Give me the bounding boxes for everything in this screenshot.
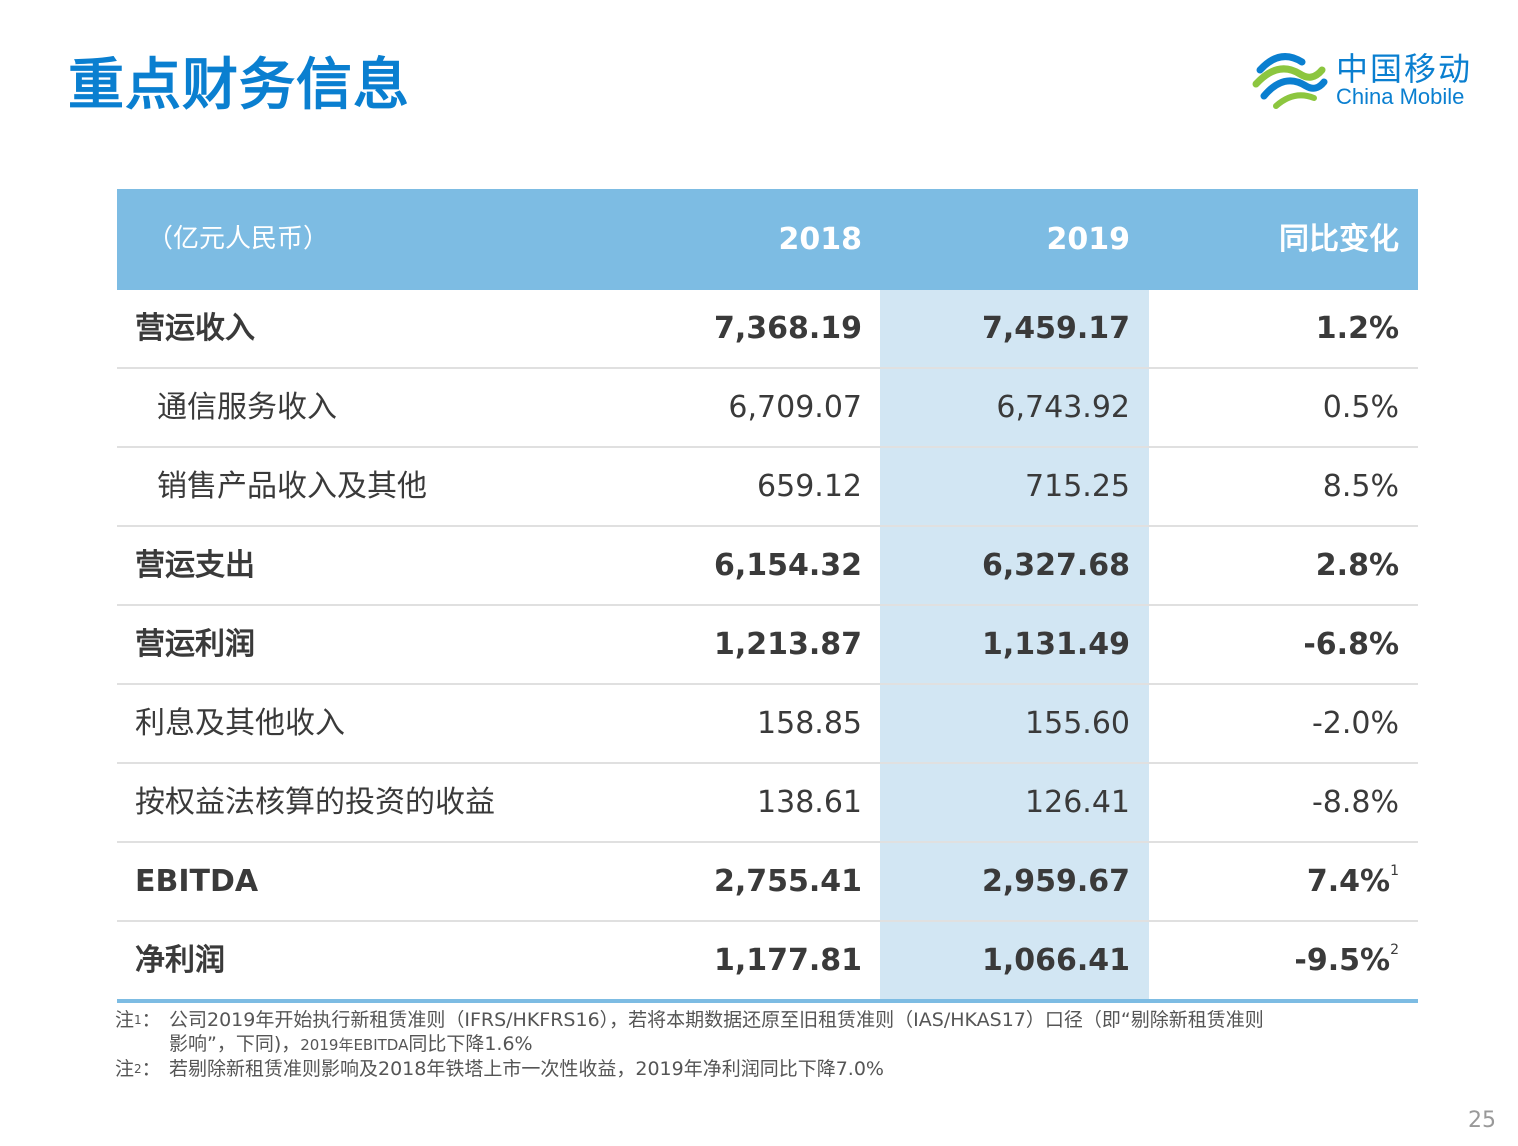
footnote-1-line1: 公司2019年开始执行新租赁准则（IFRS/HKFRS16），若将本期数据还原至… [169, 1009, 1264, 1031]
row-label: 利息及其他收入 [135, 706, 345, 741]
value-yoy: 2.8% [1315, 548, 1399, 583]
table-row: 营运利润 1,213.87 1,131.49 -6.8% [117, 606, 1418, 685]
value-2019: 1,131.49 [981, 627, 1130, 662]
table-row: 通信服务收入 6,709.07 6,743.92 0.5% [117, 369, 1418, 448]
brand-logo: 中国移动 China Mobile [1250, 40, 1490, 116]
footnote-marker: 2 [1390, 942, 1399, 958]
value-2018: 6,709.07 [728, 390, 862, 425]
row-label: 营运支出 [135, 548, 255, 583]
header-2019: 2019 [1046, 222, 1131, 257]
footnote-sup: 2 [134, 1062, 142, 1076]
value-2019: 2,959.67 [981, 864, 1130, 899]
row-label: 营运利润 [135, 627, 255, 662]
page-number: 25 [1468, 1108, 1496, 1133]
table-header: （亿元人民币） 2018 2019 同比变化 [117, 189, 1418, 290]
value-2019: 155.60 [1025, 706, 1130, 741]
footnote-2-text: 若剔除新租赁准则影响及2018年铁塔上市一次性收益，2019年净利润同比下降7.… [169, 1058, 884, 1080]
value-2018: 138.61 [757, 785, 862, 820]
value-yoy: -8.8% [1311, 785, 1399, 820]
footnote-label: 注 [115, 1058, 135, 1080]
footnote-2: 注2： 若剔除新租赁准则影响及2018年铁塔上市一次性收益，2019年净利润同比下… [115, 1057, 1415, 1081]
table-row: 净利润 1,177.81 1,066.41 -9.5%2 [117, 922, 1418, 1003]
row-label: 净利润 [135, 943, 225, 978]
value-2018: 1,213.87 [713, 627, 862, 662]
value-2018: 1,177.81 [713, 943, 862, 978]
table-row: EBITDA 2,755.41 2,959.67 7.4%1 [117, 843, 1418, 922]
table-row: 销售产品收入及其他 659.12 715.25 8.5% [117, 448, 1418, 527]
value-2018: 158.85 [757, 706, 862, 741]
table-row: 按权益法核算的投资的收益 138.61 126.41 -8.8% [117, 764, 1418, 843]
header-2018: 2018 [778, 222, 863, 257]
page-title: 重点财务信息 [68, 53, 410, 118]
value-yoy: -9.5%2 [1294, 942, 1399, 978]
logo-text-cn: 中国移动 [1336, 50, 1473, 88]
row-label: EBITDA [135, 864, 259, 899]
footnote-1-line2b: 2019年EBITDA [300, 1036, 409, 1054]
value-2018: 2,755.41 [713, 864, 862, 899]
footnote-1: 注1： 公司2019年开始执行新租赁准则（IFRS/HKFRS16），若将本期数据… [115, 1008, 1415, 1057]
value-2019: 7,459.17 [981, 311, 1130, 346]
footnote-colon: ： [141, 1058, 161, 1080]
value-2019: 6,327.68 [981, 548, 1130, 583]
value-yoy: 7.4%1 [1306, 863, 1399, 899]
financial-table: （亿元人民币） 2018 2019 同比变化 营运收入 7,368.19 7,4… [117, 189, 1418, 1003]
value-yoy: 8.5% [1322, 469, 1399, 504]
row-label: 营运收入 [135, 311, 255, 346]
footnotes: 注1： 公司2019年开始执行新租赁准则（IFRS/HKFRS16），若将本期数据… [115, 1008, 1415, 1081]
value-2018: 7,368.19 [713, 311, 862, 346]
footnote-sup: 1 [134, 1013, 142, 1027]
footnote-marker: 1 [1390, 863, 1399, 879]
header-unit: （亿元人民币） [147, 224, 330, 254]
value-yoy: 1.2% [1315, 311, 1399, 346]
highlight-column-2019 [880, 290, 1149, 1003]
row-label: 按权益法核算的投资的收益 [135, 785, 495, 820]
value-yoy: 0.5% [1322, 390, 1399, 425]
value-yoy: -2.0% [1311, 706, 1399, 741]
value-2019: 6,743.92 [996, 390, 1130, 425]
table-row: 利息及其他收入 158.85 155.60 -2.0% [117, 685, 1418, 764]
value-2018: 659.12 [757, 469, 862, 504]
footnote-colon: ： [141, 1009, 161, 1031]
row-label: 通信服务收入 [157, 390, 337, 425]
footnote-1-line2a: 影响”，下同)， [169, 1033, 301, 1055]
table-row: 营运支出 6,154.32 6,327.68 2.8% [117, 527, 1418, 606]
china-mobile-logo-icon [1252, 53, 1328, 109]
logo-text-en: China Mobile [1336, 84, 1465, 109]
table-row: 营运收入 7,368.19 7,459.17 1.2% [117, 290, 1418, 369]
footnote-label: 注 [115, 1009, 135, 1031]
footnote-1-line2c: 同比下降1.6% [408, 1033, 533, 1055]
row-label: 销售产品收入及其他 [157, 469, 427, 504]
table-body: 营运收入 7,368.19 7,459.17 1.2% 通信服务收入 6,709… [117, 290, 1418, 1003]
value-2019: 1,066.41 [981, 943, 1130, 978]
header-yoy: 同比变化 [1279, 222, 1399, 257]
value-2018: 6,154.32 [713, 548, 862, 583]
value-yoy: -6.8% [1303, 627, 1399, 662]
value-2019: 715.25 [1025, 469, 1130, 504]
value-2019: 126.41 [1025, 785, 1130, 820]
